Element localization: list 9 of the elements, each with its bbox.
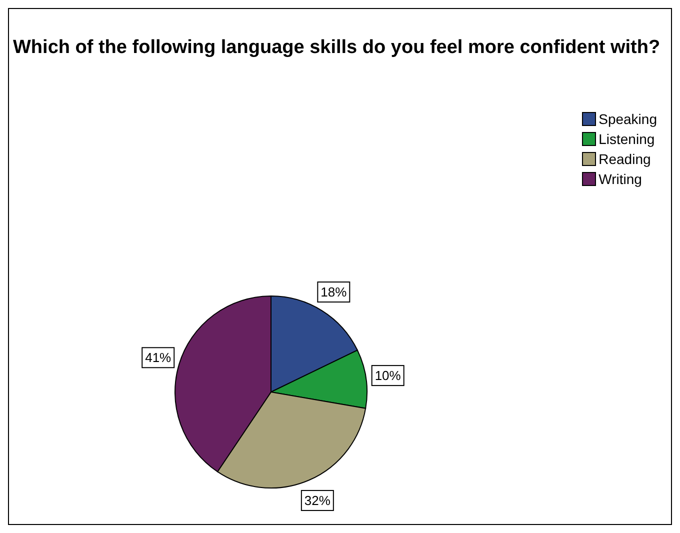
legend-label: Reading: [598, 151, 651, 167]
legend-label: Writing: [598, 171, 642, 187]
data-label: 10%: [374, 368, 402, 384]
legend-label: Speaking: [598, 111, 657, 127]
data-label: 18%: [320, 284, 348, 300]
legend-label: Listening: [598, 131, 655, 147]
chart-title: Which of the following language skills do you feel more confident with?: [13, 37, 660, 59]
data-label: 32%: [304, 492, 331, 508]
data-label: 41%: [145, 350, 172, 366]
